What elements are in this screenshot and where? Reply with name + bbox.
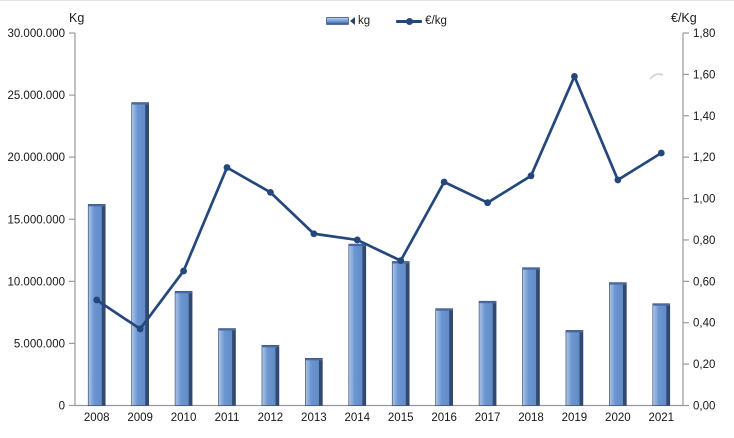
right-axis-tick-label: 1,40 [693,111,715,123]
x-axis-category-label: 2016 [431,412,457,424]
line-marker-2008 [93,296,101,304]
legend-bar-swatch-icon [326,17,349,25]
x-axis-category-label: 2009 [127,412,153,424]
right-axis-tick-label: 0,60 [693,276,715,288]
left-axis-title: Kg [69,11,85,25]
x-axis-category-label: 2020 [605,412,631,424]
bar-top-cap [88,204,106,207]
legend-line-marker-icon [406,17,414,25]
legend: kg €/kg [326,15,447,27]
bar-shadow-edge [318,359,323,406]
bar-top-cap [218,328,236,331]
bar-top-cap [565,330,583,333]
left-axis-tick-label: 5.000.000 [14,338,65,350]
bar-shadow-edge [666,304,670,406]
bar-top-cap [609,282,627,285]
x-axis-category-label: 2021 [648,412,674,424]
bar-top-cap [479,301,497,304]
x-axis-category-label: 2014 [344,412,370,424]
eur-per-kg-line [95,75,663,331]
x-axis-category-label: 2012 [258,412,284,424]
bar-top-cap [522,267,540,270]
line-marker-2015 [397,257,405,265]
line-marker-2019 [571,73,578,80]
legend-eurkg-label: €/kg [425,15,447,27]
right-axis-tick-label: 1,00 [693,194,715,206]
right-axis-tick-label: 1,20 [693,152,715,164]
line-marker-2009 [136,325,144,333]
bar-shadow-edge [536,268,540,406]
bar-shadow-edge [405,262,410,406]
line-marker-2020 [614,176,622,184]
bar-top-cap [435,308,453,311]
right-axis-tick-label: 0,80 [693,235,715,247]
left-axis-tick-label: 10.000.000 [7,276,65,288]
bar-shadow-edge [145,103,149,406]
x-axis-category-label: 2010 [171,412,197,424]
line-marker-2011 [223,164,231,171]
line-marker-2016 [440,178,448,186]
line-marker-2014 [353,236,361,244]
bar-top-cap [305,358,323,361]
bar-top-cap [261,345,279,348]
right-axis-title: €/Kg [671,11,697,25]
right-axis-tick-label: 1,60 [693,69,715,81]
bar-top-cap [131,102,149,105]
line-marker-2018 [527,172,535,180]
line-marker-2013 [310,230,318,238]
left-axis-tick-label: 25.000.000 [7,90,65,102]
x-axis-category-label: 2013 [301,412,327,424]
x-axis-category-label: 2015 [388,412,414,424]
x-axis-category-label: 2018 [518,412,544,424]
line-marker-2010 [180,267,187,275]
line-marker-2021 [657,149,665,157]
left-axis-tick-label: 20.000.000 [7,152,65,164]
bar-top-cap [175,291,193,294]
left-axis-tick-label: 15.000.000 [7,214,65,226]
bar-shadow-edge [362,245,366,406]
bar-shadow-edge [579,331,583,406]
legend-line-swatch-icon [396,17,423,26]
bar-shadow-edge [188,292,193,406]
bar-top-cap [652,303,670,306]
bar-shadow-edge [622,283,627,406]
line-marker-2012 [267,188,274,196]
line-marker-2017 [484,199,491,207]
x-axis-category-label: 2017 [475,412,501,424]
right-axis-tick-label: 0,20 [693,359,715,371]
right-axis-tick-label: 0,00 [693,401,715,413]
right-axis-tick-label: 1,80 [693,28,715,40]
bar-shadow-edge [275,346,279,406]
left-axis-tick-label: 0 [59,401,65,413]
x-axis-category-label: 2011 [215,412,240,424]
x-axis-category-label: 2019 [562,412,588,424]
smudge-artifact [649,73,664,80]
left-axis-tick-label: 30.000.000 [7,28,65,40]
x-axis-category-label: 2008 [84,412,110,424]
bar-top-cap [348,244,366,247]
legend-kg-label: kg [358,15,371,27]
bar-shadow-edge [492,302,497,406]
right-axis-tick-label: 0,40 [693,318,715,330]
bar-shadow-edge [232,329,236,406]
bar-shadow-edge [449,309,453,406]
legend-bar-cap-icon [350,17,355,25]
